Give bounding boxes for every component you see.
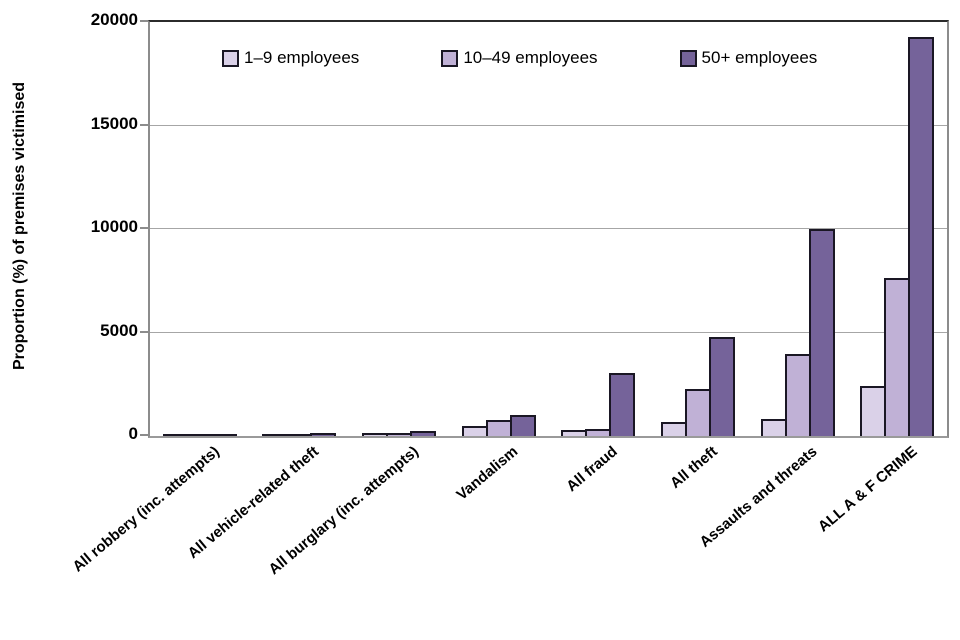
y-tick-mark-5000 [140, 330, 148, 333]
bar [660, 421, 687, 436]
bar-group-4 [561, 22, 636, 436]
bar [561, 430, 588, 436]
legend-item-1: 10–49 employees [441, 48, 598, 68]
legend-swatch-icon [222, 49, 239, 67]
bar [210, 433, 237, 436]
x-axis-label-5: All theft [667, 443, 721, 492]
y-tick-mark-0 [140, 434, 148, 436]
bar [262, 433, 289, 436]
y-tick-label-0: 0 [128, 424, 138, 443]
bar [162, 433, 189, 436]
y-tick-label-15000: 15000 [90, 113, 138, 133]
bar [509, 415, 536, 436]
bar-group-1 [262, 22, 337, 436]
y-tick-label-5000: 5000 [100, 320, 138, 340]
legend: 1–9 employees 10–49 employees 50+ employee… [222, 48, 817, 68]
bar-group-6 [760, 22, 835, 436]
bar-group-7 [860, 22, 935, 436]
bar-group-3 [461, 22, 536, 436]
y-axis-title: Proportion (%) of premises victimised [11, 81, 28, 371]
bar [485, 420, 512, 436]
legend-swatch-icon [679, 49, 697, 67]
bar [760, 419, 787, 436]
plot-area: 1–9 employees 10–49 employees 50+ employee… [148, 20, 949, 438]
legend-swatch-icon [441, 49, 459, 67]
legend-item-2: 50+ employees [679, 48, 818, 68]
bar [908, 36, 935, 436]
bar-group-2 [362, 22, 437, 436]
x-axis-label-3: Vandalism [453, 443, 522, 504]
legend-item-0: 1–9 employees [222, 48, 359, 68]
legend-label: 1–9 employees [244, 48, 360, 67]
legend-label: 10–49 employees [463, 48, 598, 67]
bar [884, 277, 911, 436]
gridline-5000 [150, 331, 947, 333]
bar [585, 428, 612, 436]
gridline-10000 [150, 228, 947, 229]
bar [362, 432, 389, 436]
bar-group-0 [162, 22, 237, 436]
x-axis-label-7: ALL A & F CRIME [814, 443, 921, 536]
bar [708, 336, 735, 436]
y-tick-label-10000: 10000 [90, 217, 138, 236]
bar [808, 229, 835, 436]
bar [186, 433, 213, 436]
bar [684, 389, 711, 436]
x-axis-label-4: All fraud [563, 443, 622, 496]
bar [310, 432, 337, 436]
bar-group-5 [660, 22, 735, 436]
bar [860, 386, 887, 436]
bar [386, 432, 413, 436]
legend-label: 50+ employees [701, 48, 818, 67]
bar [461, 426, 488, 436]
bar [609, 372, 636, 436]
bar [784, 354, 811, 436]
y-tick-label-20000: 20000 [90, 10, 138, 29]
y-tick-mark-10000 [140, 227, 148, 229]
bar [410, 430, 437, 436]
gridline-15000 [150, 124, 947, 126]
y-tick-mark-15000 [140, 123, 148, 126]
bar [286, 433, 313, 436]
y-tick-mark-20000 [140, 20, 148, 22]
